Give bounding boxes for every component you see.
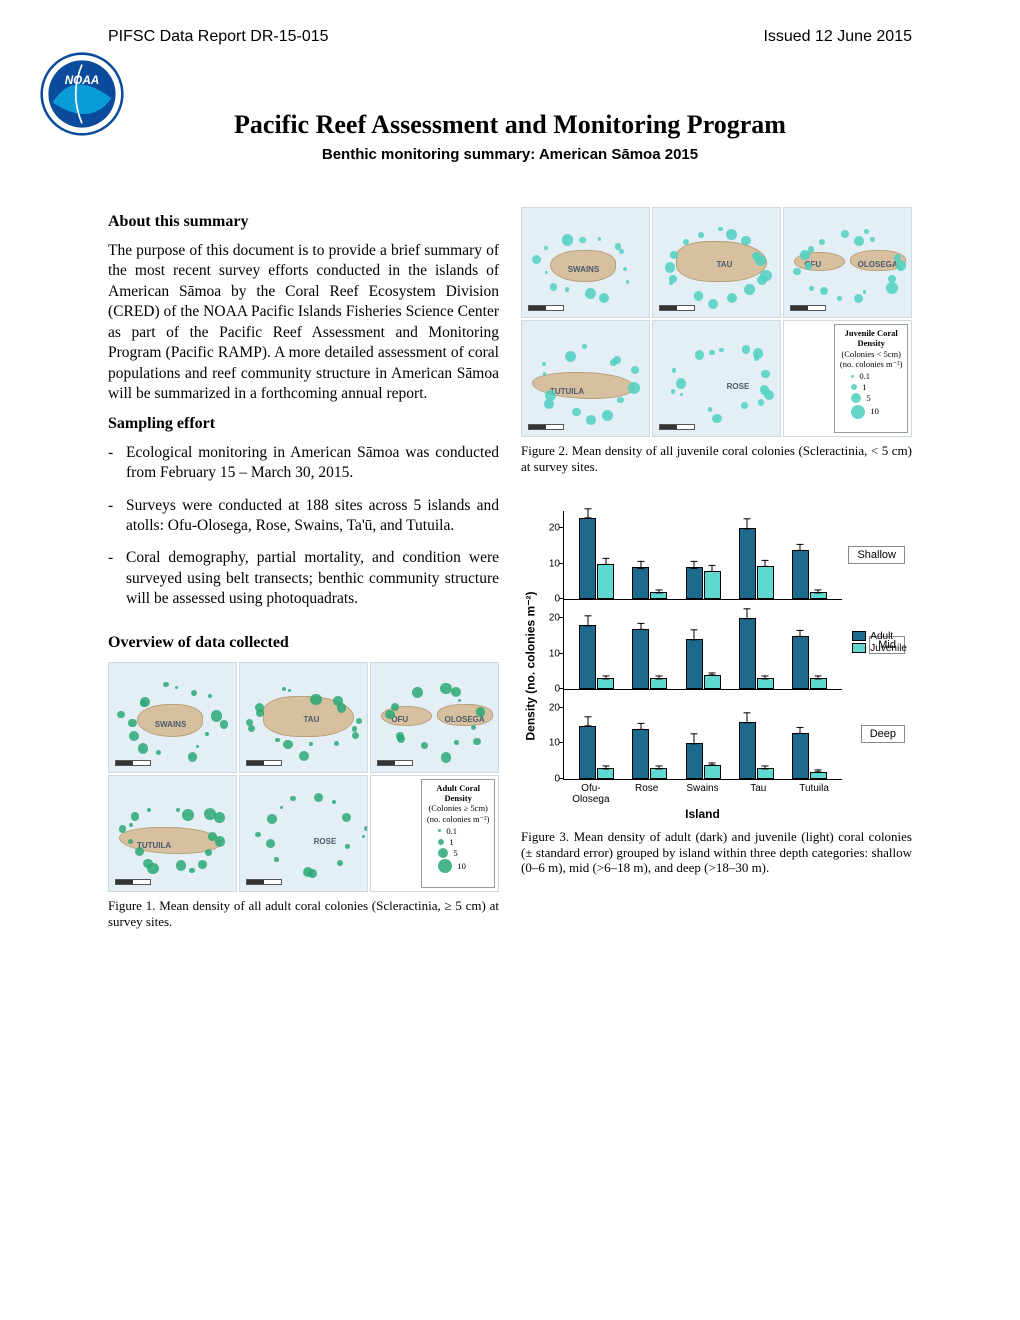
- issued-date: Issued 12 June 2015: [763, 28, 912, 46]
- map-cell: Juvenile Coral Density (Colonies < 5cm) …: [783, 320, 912, 437]
- map-legend: Adult Coral Density (Colonies ≥ 5cm) (no…: [421, 779, 495, 888]
- map-cell: SWAINS: [108, 662, 237, 773]
- x-axis-label: Swains: [675, 783, 731, 805]
- x-axis-title: Island: [563, 807, 842, 821]
- x-axis-label: Tau: [730, 783, 786, 805]
- chart-panel: 01020Deep: [563, 690, 842, 780]
- page-title: Pacific Reef Assessment and Monitoring P…: [108, 110, 912, 140]
- sampling-list: Ecological monitoring in American Sāmoa …: [108, 443, 499, 610]
- panel-label: Shallow: [848, 546, 905, 564]
- about-text: The purpose of this document is to provi…: [108, 241, 499, 405]
- map-cell: ROSE: [652, 320, 781, 437]
- overview-heading: Overview of data collected: [108, 634, 499, 652]
- chart-panels: 01020Shallow01020MidAdult Juvenile01020D…: [563, 511, 842, 821]
- x-axis-label: Rose: [619, 783, 675, 805]
- svg-text:NOAA: NOAA: [65, 74, 100, 87]
- map-cell: ROSE: [239, 775, 368, 892]
- sampling-item: Coral demography, partial mortality, and…: [108, 548, 499, 609]
- figure1-maps: SWAINSTAUOFUOLOSEGA TUTUILAROSE Adult Cora…: [108, 662, 499, 892]
- figure3-barchart: Density (no. colonies m⁻²) 01020Shallow0…: [521, 511, 912, 821]
- about-heading: About this summary: [108, 213, 499, 231]
- chart-ylabel: Density (no. colonies m⁻²): [521, 511, 539, 821]
- header-row: PIFSC Data Report DR-15-015 Issued 12 Ju…: [108, 28, 912, 46]
- sampling-item: Surveys were conducted at 188 sites acro…: [108, 496, 499, 537]
- map-cell: TUTUILA: [521, 320, 650, 437]
- x-axis-label: Ofu-Olosega: [563, 783, 619, 805]
- map-cell: OFUOLOSEGA: [783, 207, 912, 318]
- chart-legend: Adult Juvenile: [852, 630, 907, 655]
- map-cell: SWAINS: [521, 207, 650, 318]
- sampling-item: Ecological monitoring in American Sāmoa …: [108, 443, 499, 484]
- report-id: PIFSC Data Report DR-15-015: [108, 28, 329, 46]
- sampling-heading: Sampling effort: [108, 415, 499, 433]
- right-column: SWAINSTAUOFUOLOSEGA TUTUILAROSE Juvenile C…: [521, 205, 912, 930]
- map-legend: Juvenile Coral Density (Colonies < 5cm) …: [834, 324, 908, 433]
- left-column: About this summary The purpose of this d…: [108, 205, 499, 930]
- page-subtitle: Benthic monitoring summary: American Sām…: [108, 146, 912, 163]
- map-cell: TAU: [239, 662, 368, 773]
- figure1-caption: Figure 1. Mean density of all adult cora…: [108, 898, 499, 930]
- x-axis-label: Tutuila: [786, 783, 842, 805]
- chart-panel: 01020MidAdult Juvenile: [563, 600, 842, 690]
- map-cell: TUTUILA: [108, 775, 237, 892]
- noaa-logo-icon: NOAA: [40, 52, 124, 136]
- figure2-maps: SWAINSTAUOFUOLOSEGA TUTUILAROSE Juvenile C…: [521, 207, 912, 437]
- map-cell: OFUOLOSEGA: [370, 662, 499, 773]
- figure3-caption: Figure 3. Mean density of adult (dark) a…: [521, 829, 912, 877]
- figure2-caption: Figure 2. Mean density of all juvenile c…: [521, 443, 912, 475]
- chart-panel: 01020Shallow: [563, 511, 842, 601]
- map-cell: Adult Coral Density (Colonies ≥ 5cm) (no…: [370, 775, 499, 892]
- map-cell: TAU: [652, 207, 781, 318]
- panel-label: Deep: [861, 725, 905, 743]
- content-columns: About this summary The purpose of this d…: [108, 205, 912, 930]
